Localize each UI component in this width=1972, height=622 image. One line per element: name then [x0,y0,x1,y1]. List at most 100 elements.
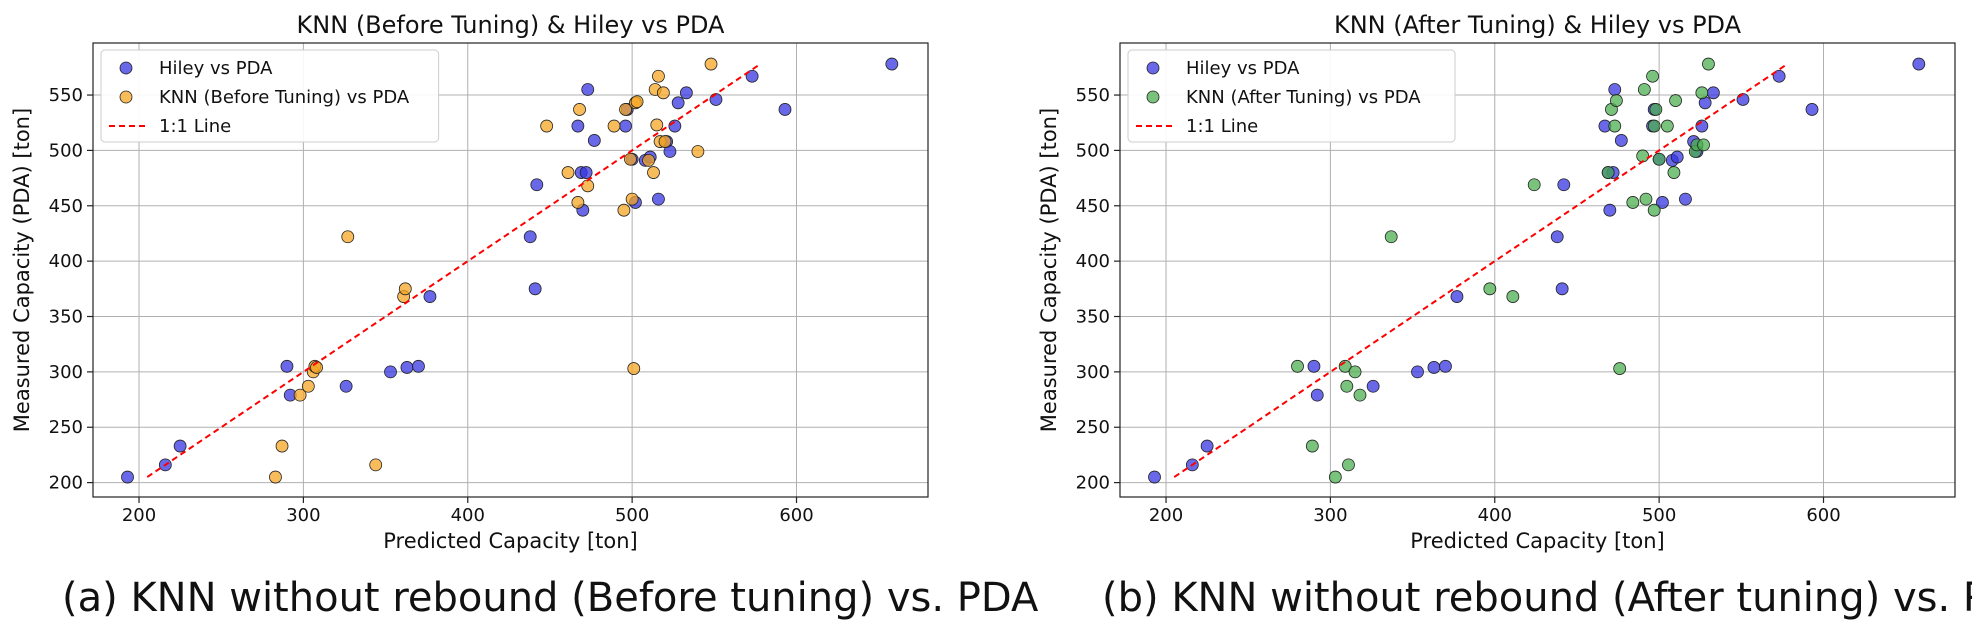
data-point-series-0 [339,379,353,393]
data-point-series-0 [1450,290,1464,303]
x-axis-label: Predicted Capacity [ton] [1410,529,1664,553]
x-tick-label: 500 [1642,505,1676,526]
legend-box [1127,49,1456,143]
data-point-series-1 [540,119,554,133]
reference-line [146,63,761,478]
data-point-series-1 [1305,439,1319,453]
plot-frame [1119,42,1956,498]
data-point-series-1 [627,362,641,375]
data-point-series-0 [587,134,601,147]
data-point-series-0 [1706,86,1720,100]
caption-before-tuning: (a) KNN without rebound (Before tuning) … [62,575,1039,621]
data-point-series-1 [1660,119,1674,133]
data-point-series-1 [607,119,621,133]
data-point-series-1 [573,103,586,116]
data-point-series-1 [581,179,595,193]
data-point-series-1 [293,388,307,402]
data-point-series-1 [691,145,705,158]
data-point-series-1 [275,439,289,453]
data-point-series-0 [1656,196,1669,209]
data-point-series-0 [619,119,632,133]
data-point-series-1 [704,57,718,71]
y-tick-label: 500 [49,140,83,161]
data-point-series-1 [1667,166,1681,179]
x-tick-label: 300 [1313,505,1347,526]
data-point-series-0 [1411,365,1424,379]
data-point-series-1 [1652,152,1666,166]
data-point-series-1 [1669,94,1682,107]
data-point-series-1 [269,470,282,484]
y-tick-label: 450 [49,196,83,217]
data-point-series-0 [709,93,723,106]
x-tick-label: 200 [1149,505,1183,526]
data-point-series-0 [1366,379,1380,393]
y-tick-label: 350 [49,307,83,328]
legend-label-series-0: Hiley vs PDA [159,58,273,79]
data-point-series-1 [1613,362,1627,375]
data-point-series-0 [885,57,899,71]
x-tick-label: 400 [1478,505,1512,526]
legend-marker-series-0 [119,61,133,75]
data-point-series-1 [1697,138,1710,152]
data-point-series-1 [624,152,637,166]
y-tick-label: 200 [49,473,83,494]
data-point-series-1 [1328,470,1342,484]
data-point-series-1 [301,379,315,393]
data-point-series-0 [121,470,134,484]
data-point-series-1 [617,203,631,217]
data-point-series-0 [1148,470,1161,484]
data-point-series-1 [1636,149,1650,163]
legend-label-reference-line: 1:1 Line [159,116,231,137]
data-point-series-0 [1695,119,1709,133]
chart-title: KNN (Before Tuning) & Hiley vs PDA [297,11,725,39]
x-tick-label: 600 [779,505,813,526]
y-tick-label: 500 [1076,140,1110,161]
data-point-series-1 [619,103,632,116]
data-point-series-1 [1695,86,1709,100]
data-point-series-1 [1649,103,1663,116]
y-tick-label: 250 [49,417,83,438]
data-point-series-0 [1736,93,1750,106]
data-point-series-1 [561,166,575,179]
data-point-series-0 [1608,83,1622,96]
legend-marker-series-0 [1146,61,1160,75]
data-point-series-1 [1608,119,1622,133]
data-point-series-1 [1609,94,1623,107]
x-tick-label: 400 [451,505,485,526]
x-tick-label: 200 [122,505,156,526]
data-point-series-1 [1647,119,1661,133]
data-point-series-1 [571,196,585,209]
legend-label-series-0: Hiley vs PDA [1186,58,1300,79]
chart-title: KNN (After Tuning) & Hiley vs PDA [1334,11,1742,39]
data-point-series-0 [1550,230,1564,244]
y-tick-label: 350 [1076,307,1110,328]
data-point-series-1 [1342,458,1355,472]
data-point-series-1 [1626,196,1640,209]
data-point-series-0 [412,359,425,373]
caption-after-tuning: (b) KNN without rebound (After tuning) v… [1102,575,1972,621]
data-point-series-1 [1291,359,1304,373]
data-point-series-0 [1772,69,1786,83]
data-point-series-1 [1702,57,1715,71]
x-tick-label: 300 [286,505,320,526]
data-point-series-1 [369,458,383,472]
y-tick-label: 550 [49,85,83,106]
data-point-series-0 [1307,359,1321,373]
y-tick-label: 550 [1076,85,1110,106]
data-point-series-0 [1603,203,1617,217]
data-point-series-0 [1427,361,1441,374]
data-point-series-0 [652,192,665,206]
legend-box [100,49,440,143]
data-point-series-0 [1557,178,1571,192]
data-point-series-1 [650,118,664,132]
data-point-series-0 [530,178,544,192]
data-point-series-1 [630,95,644,109]
data-point-series-1 [652,69,665,83]
y-tick-label: 400 [49,251,83,272]
data-point-series-0 [400,361,414,374]
data-point-series-0 [1310,388,1324,402]
data-point-series-1 [1639,192,1653,206]
data-point-series-1 [642,153,655,167]
data-point-series-1 [398,282,412,296]
y-tick-label: 300 [1076,362,1110,383]
